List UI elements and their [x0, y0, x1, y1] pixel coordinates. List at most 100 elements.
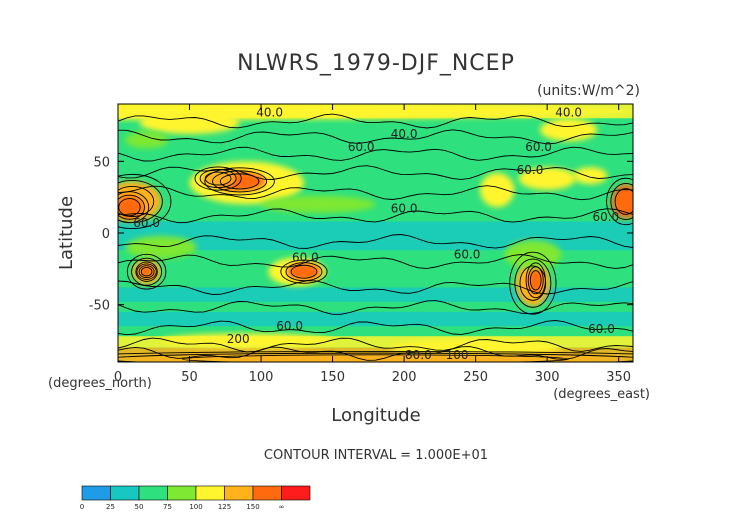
x-tick-label: 300: [535, 370, 560, 385]
contour-line: [118, 234, 633, 249]
contour-label: 100: [446, 348, 469, 362]
contour-ring: [204, 171, 232, 186]
contour-line: [118, 129, 633, 145]
contour-ring: [138, 265, 155, 279]
contour-ring: [519, 265, 547, 301]
x-unit-label: (degrees_east): [553, 387, 650, 402]
contour-label: 60.0: [454, 248, 481, 262]
contour-ring: [285, 262, 323, 282]
colorbar-swatch: [138, 485, 168, 501]
contour-label: 40.0: [256, 106, 283, 120]
field-band: [118, 221, 633, 241]
units-label: (units:W/m^2): [537, 83, 640, 99]
contour-labels: 40.0 40.0 40.0 60.0 60.0 60.0 60.0 60.0 60.0 60.0…: [133, 106, 619, 362]
contour-ring: [525, 262, 546, 299]
colorbar-tick-label: 25: [106, 503, 115, 511]
field-band: [118, 311, 633, 327]
contour-ring: [135, 261, 158, 282]
contour-ring: [606, 177, 633, 226]
field-patch: [504, 240, 562, 269]
colorbar-tick-label: ∞: [279, 503, 285, 511]
field-patch: [518, 167, 576, 191]
x-tick-label: 200: [392, 370, 417, 385]
contour-ring: [610, 182, 633, 220]
contour-line: [118, 254, 633, 269]
contour-ring: [118, 352, 633, 362]
contour-ring: [194, 166, 242, 191]
contour-ring: [118, 191, 150, 224]
field-patch: [286, 263, 322, 281]
contour-label: 60.0: [517, 163, 544, 177]
contour-label: 60.0: [292, 250, 319, 264]
x-tick-label: 350: [606, 370, 631, 385]
contour-ring: [140, 266, 153, 277]
contour-line: [118, 165, 633, 180]
colorbar-swatch: [81, 485, 111, 501]
contour-ring: [529, 270, 542, 291]
contour-line: [118, 113, 633, 129]
y-tick-label: 0: [102, 227, 110, 242]
contour-ring: [118, 350, 633, 355]
contour-ring: [204, 167, 275, 196]
contour-label: 40.0: [391, 127, 418, 141]
field-patch: [540, 118, 598, 142]
contour-label: 60.0: [592, 210, 619, 224]
colorbar-tick-label: 150: [246, 503, 259, 511]
field-band: [118, 240, 633, 251]
field-band: [118, 118, 633, 133]
plot-area: [118, 104, 633, 362]
field-patch: [160, 333, 333, 348]
contour-ring: [131, 257, 163, 286]
colorbar-swatch: [167, 485, 197, 501]
contour-line: [118, 146, 633, 162]
field-band: [118, 336, 633, 348]
colorbar-tick-label: 125: [218, 503, 231, 511]
contour-label: 60.0: [133, 216, 160, 230]
contour-line: [118, 320, 633, 336]
contour-label: 200: [227, 332, 250, 346]
contour-label: 60.0: [348, 140, 375, 154]
contour-label: 60.0: [588, 322, 615, 336]
x-tick-label: 150: [320, 370, 345, 385]
field-band: [118, 287, 633, 302]
y-tick-label: 50: [93, 155, 110, 170]
contour-label: 60.0: [391, 202, 418, 216]
x-tick-label: 50: [181, 370, 198, 385]
contour-ring: [199, 169, 237, 189]
field-patch: [118, 104, 633, 120]
contour-line: [118, 300, 633, 315]
contour-line: [118, 208, 633, 224]
x-axis-label: Longitude: [331, 405, 421, 426]
colorbar-tick-label: 75: [163, 503, 172, 511]
field-patch: [139, 111, 240, 135]
field-patch: [125, 235, 197, 259]
contour-label: 40.0: [555, 106, 582, 120]
y-unit-label: (degrees_north): [48, 376, 152, 391]
contour-ring: [181, 354, 570, 362]
colorbar-swatch: [224, 485, 254, 501]
contour-interval-label: CONTOUR INTERVAL = 1.000E+01: [264, 448, 488, 463]
colorbar-tick-label: 100: [189, 503, 202, 511]
contour-ring: [136, 263, 157, 280]
contour-line: [118, 185, 633, 201]
chart-title: NLWRS_1979-DJF_NCEP: [237, 51, 515, 76]
contour-ring: [290, 264, 318, 279]
y-tick-label: -50: [89, 299, 110, 314]
contour-ring: [118, 185, 155, 217]
contour-label: 60.0: [525, 140, 552, 154]
contour-line: [118, 280, 633, 295]
contour-label: 80.0: [405, 348, 432, 362]
x-tick-label: 100: [249, 370, 274, 385]
contour-ring: [118, 173, 172, 229]
contour-ring: [527, 266, 544, 295]
colorbar-swatch: [195, 485, 225, 501]
contour-ring: [509, 251, 557, 315]
axes: 0 50 100 150 200 250 300 350 50 0 -50: [89, 104, 633, 385]
y-axis-label: Latitude: [56, 196, 77, 270]
colorbar-tick-label: 0: [80, 503, 84, 511]
contour-label: 60.0: [276, 319, 303, 333]
x-tick-label: 250: [463, 370, 488, 385]
contour-ring: [614, 188, 633, 215]
colorbar-tick-label: 50: [135, 503, 144, 511]
